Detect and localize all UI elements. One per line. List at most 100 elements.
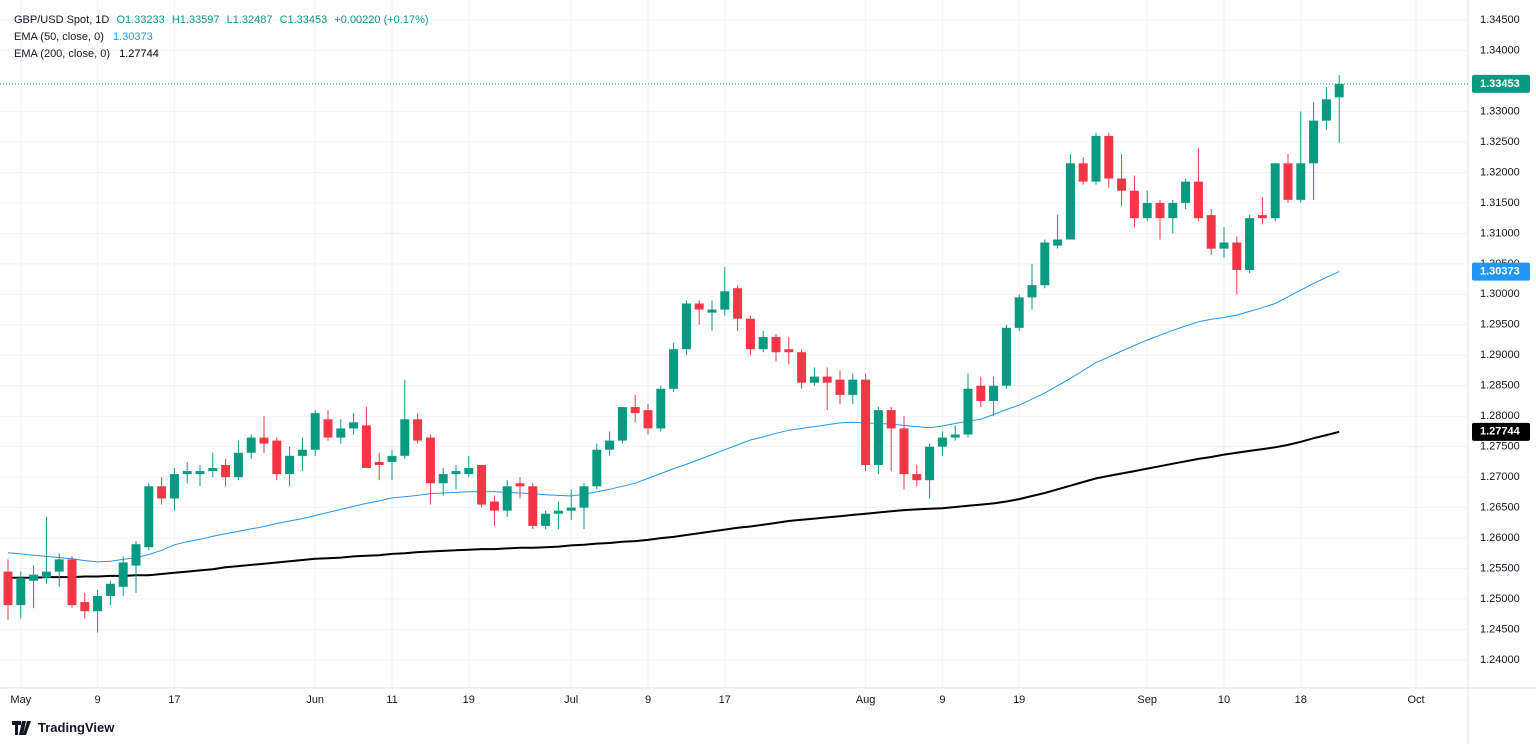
candle-body (272, 440, 282, 475)
candle-body (1283, 163, 1293, 200)
candle-body (1334, 83, 1344, 98)
candle-body (873, 410, 883, 465)
candle-body (797, 352, 807, 383)
candle-body (553, 510, 563, 514)
y-tick-label: 1.26500 (1480, 502, 1520, 514)
candle-body (144, 486, 154, 548)
candle-body (169, 474, 179, 499)
candle-body (54, 559, 64, 572)
candle-body (758, 336, 768, 350)
candle-body (950, 434, 960, 438)
candle-body (1117, 178, 1127, 191)
x-tick-label: 19 (463, 694, 475, 706)
series-badge-bg (1472, 262, 1530, 281)
candle-body (1078, 163, 1088, 182)
candle-body (105, 583, 115, 596)
candle-body (336, 428, 346, 438)
candle-body (861, 379, 871, 465)
x-tick-label: 19 (1013, 694, 1025, 706)
candle-body (93, 595, 103, 612)
y-tick-label: 1.34000 (1480, 44, 1520, 56)
candle-body (630, 407, 640, 414)
candle-body (1040, 242, 1050, 286)
x-tick-label: 9 (939, 694, 945, 706)
candle-body (963, 388, 973, 435)
y-tick-label: 1.34500 (1480, 14, 1520, 26)
candle-body (835, 379, 845, 395)
candle-body (118, 562, 128, 587)
candle-body (1245, 218, 1255, 270)
x-tick-label: 10 (1218, 694, 1230, 706)
y-tick-label: 1.25500 (1480, 562, 1520, 574)
brand-text: TradingView (38, 720, 115, 735)
candle-body (848, 379, 858, 395)
y-tick-label: 1.28500 (1480, 380, 1520, 392)
symbol: GBP/USD Spot, 1D (14, 14, 110, 26)
y-tick-label: 1.24000 (1480, 654, 1520, 666)
candle-body (1053, 239, 1063, 246)
x-tick-label: 17 (168, 694, 180, 706)
y-tick-label: 1.27000 (1480, 471, 1520, 483)
y-tick-label: 1.24500 (1480, 623, 1520, 635)
candle-body (771, 336, 781, 353)
candle-body (1014, 297, 1024, 328)
y-tick-label: 1.30000 (1480, 288, 1520, 300)
candle-body (157, 486, 167, 499)
candle-body (195, 471, 205, 475)
candle-body (541, 513, 551, 526)
change-label: +0.00220 (+0.17%) (334, 14, 429, 26)
x-tick-label: Jul (564, 694, 578, 706)
candle-body (976, 385, 986, 401)
x-tick-label: Jun (306, 694, 324, 706)
legend: GBP/USD Spot, 1D O1.33233 H1.33597 L1.32… (14, 12, 429, 63)
candle-body (1270, 163, 1280, 219)
candle-body (1027, 285, 1037, 298)
symbol-row: GBP/USD Spot, 1D O1.33233 H1.33597 L1.32… (14, 12, 429, 29)
series-badge: 1.27744 (1480, 426, 1521, 438)
x-tick-label: Sep (1137, 694, 1157, 706)
y-tick-label: 1.33000 (1480, 105, 1520, 117)
candle-body (733, 288, 743, 319)
x-tick-label: Oct (1407, 694, 1424, 706)
candle-body (16, 577, 26, 606)
x-tick-label: 17 (719, 694, 731, 706)
candle-body (745, 318, 755, 350)
candle-body (1155, 202, 1165, 219)
candle-body (707, 309, 717, 313)
candle-body (1232, 242, 1242, 270)
candle-body (233, 452, 243, 478)
y-tick-label: 1.28000 (1480, 410, 1520, 422)
candle-body (1193, 181, 1203, 219)
y-tick-label: 1.29500 (1480, 319, 1520, 331)
y-tick-label: 1.26000 (1480, 532, 1520, 544)
candle-body (937, 437, 947, 447)
series-name: EMA (200, close, 0) (14, 48, 110, 60)
candle-body (67, 559, 77, 606)
candle-body (1001, 327, 1011, 386)
candle-body (669, 349, 679, 389)
candle-body (259, 437, 269, 444)
y-tick-label: 1.32000 (1480, 166, 1520, 178)
candle-body (899, 428, 909, 475)
candle-body (681, 303, 691, 350)
candle-body (438, 474, 448, 484)
candle-body (1181, 181, 1191, 203)
series-badge-bg (1472, 422, 1530, 441)
candle-body (579, 486, 589, 508)
candle-body (502, 486, 512, 511)
candle-body (80, 602, 90, 612)
grid (0, 0, 1468, 688)
x-tick-label: 9 (645, 694, 651, 706)
candle-body (720, 291, 730, 310)
y-tick-label: 1.31500 (1480, 197, 1520, 209)
candle-body (41, 571, 51, 578)
candle-body (221, 464, 231, 478)
candle-body (285, 455, 295, 475)
candle-body (1091, 135, 1101, 182)
x-tick-label: 11 (386, 694, 397, 706)
candle-body (387, 455, 397, 462)
ema200-row: EMA (200, close, 0) 1.27744 (14, 46, 429, 63)
candle-body (1309, 120, 1319, 164)
candle-body (29, 574, 39, 581)
